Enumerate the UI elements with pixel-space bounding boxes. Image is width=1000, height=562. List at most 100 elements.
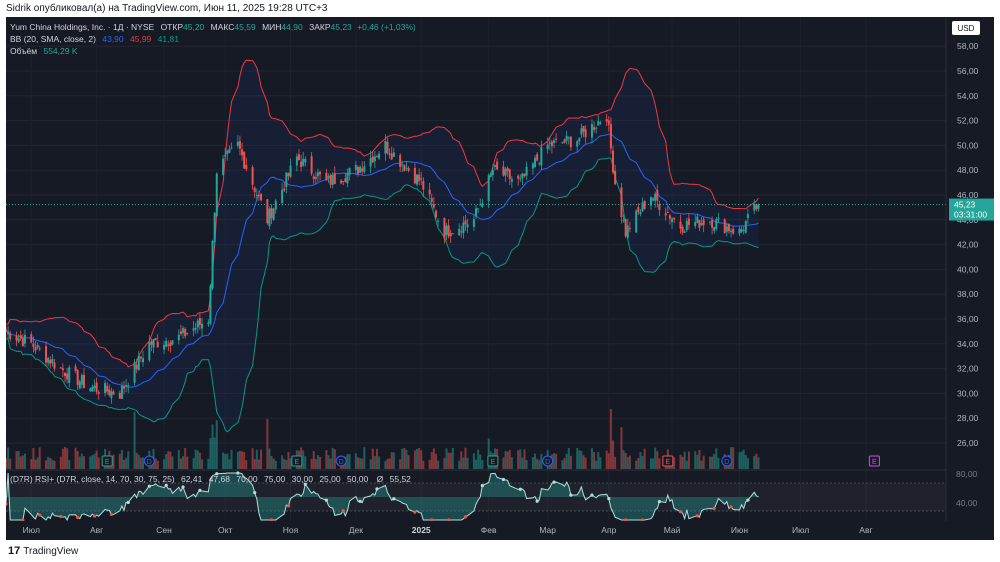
candle-body[interactable] bbox=[626, 225, 629, 238]
candle-body[interactable] bbox=[723, 219, 726, 234]
candle-body[interactable] bbox=[165, 340, 168, 347]
candle-body[interactable] bbox=[462, 222, 465, 234]
candle-body[interactable] bbox=[226, 150, 229, 154]
candle-body[interactable] bbox=[639, 212, 642, 215]
candle-body[interactable] bbox=[679, 221, 682, 229]
candle-body[interactable] bbox=[228, 148, 231, 153]
candle-body[interactable] bbox=[120, 385, 123, 399]
candle-body[interactable] bbox=[369, 157, 372, 167]
candle-body[interactable] bbox=[746, 214, 749, 219]
candle-body[interactable] bbox=[487, 175, 490, 202]
candle-body[interactable] bbox=[536, 154, 539, 161]
candle-body[interactable] bbox=[47, 357, 50, 363]
candle-body[interactable] bbox=[582, 126, 585, 132]
earnings-marker[interactable] bbox=[487, 455, 499, 467]
candle-body[interactable] bbox=[215, 173, 218, 217]
candle-body[interactable] bbox=[673, 217, 676, 220]
candle-body[interactable] bbox=[135, 364, 138, 369]
candle-body[interactable] bbox=[685, 221, 688, 231]
candle-body[interactable] bbox=[595, 127, 598, 129]
candle-body[interactable] bbox=[209, 285, 212, 324]
candle-body[interactable] bbox=[9, 333, 12, 340]
candle-body[interactable] bbox=[622, 219, 625, 221]
price-axis[interactable]: USD 58,0056,0054,0052,0050,0048,0046,004… bbox=[945, 17, 994, 521]
candle-body[interactable] bbox=[23, 335, 26, 344]
candle-body[interactable] bbox=[405, 167, 408, 169]
candle-body[interactable] bbox=[340, 180, 343, 184]
candle-body[interactable] bbox=[167, 344, 170, 346]
candle-body[interactable] bbox=[325, 172, 328, 181]
candle-body[interactable] bbox=[540, 146, 543, 166]
candle-body[interactable] bbox=[186, 332, 189, 334]
candle-body[interactable] bbox=[80, 375, 83, 385]
candle-body[interactable] bbox=[95, 382, 98, 392]
candle-body[interactable] bbox=[274, 200, 277, 210]
earnings-marker[interactable] bbox=[868, 455, 880, 467]
candle-body[interactable] bbox=[361, 168, 364, 172]
candle-body[interactable] bbox=[268, 208, 271, 227]
candle-body[interactable] bbox=[428, 189, 431, 195]
candle-body[interactable] bbox=[569, 136, 572, 148]
candle-body[interactable] bbox=[76, 370, 79, 385]
candle-body[interactable] bbox=[641, 202, 644, 212]
candle-body[interactable] bbox=[272, 208, 275, 220]
candle-body[interactable] bbox=[576, 141, 579, 147]
candle-body[interactable] bbox=[620, 187, 623, 218]
candle-body[interactable] bbox=[61, 368, 64, 371]
candle-body[interactable] bbox=[496, 161, 499, 170]
candle-body[interactable] bbox=[643, 200, 646, 210]
candle-body[interactable] bbox=[285, 172, 288, 187]
candle-body[interactable] bbox=[466, 224, 469, 228]
candle-body[interactable] bbox=[241, 149, 244, 156]
candle-body[interactable] bbox=[384, 141, 387, 154]
candle-body[interactable] bbox=[742, 230, 745, 232]
candle-body[interactable] bbox=[169, 342, 172, 347]
candle-body[interactable] bbox=[266, 199, 269, 224]
candle-body[interactable] bbox=[139, 356, 142, 359]
candle-body[interactable] bbox=[53, 362, 56, 369]
candle-body[interactable] bbox=[451, 233, 454, 235]
candle-body[interactable] bbox=[416, 174, 419, 185]
candle-body[interactable] bbox=[319, 171, 322, 175]
candle-body[interactable] bbox=[521, 173, 524, 179]
candle-body[interactable] bbox=[82, 374, 85, 388]
candle-body[interactable] bbox=[251, 167, 254, 185]
candle-body[interactable] bbox=[445, 225, 448, 235]
candle-body[interactable] bbox=[671, 218, 674, 223]
candle-body[interactable] bbox=[538, 163, 541, 165]
candle-body[interactable] bbox=[664, 213, 667, 216]
currency-badge[interactable] bbox=[952, 21, 980, 35]
candle-body[interactable] bbox=[177, 334, 180, 341]
candle-body[interactable] bbox=[534, 157, 537, 167]
candle-body[interactable] bbox=[517, 175, 520, 179]
candle-body[interactable] bbox=[609, 124, 612, 149]
candle-body[interactable] bbox=[449, 232, 452, 236]
candle-body[interactable] bbox=[698, 220, 701, 228]
candle-body[interactable] bbox=[371, 156, 374, 163]
candle-body[interactable] bbox=[443, 217, 446, 239]
earnings-marker[interactable] bbox=[662, 455, 674, 467]
candle-body[interactable] bbox=[245, 164, 248, 170]
candle-body[interactable] bbox=[222, 158, 225, 175]
dividend-marker[interactable] bbox=[335, 455, 347, 467]
candle-body[interactable] bbox=[333, 173, 336, 184]
candle-body[interactable] bbox=[21, 338, 24, 346]
candle-body[interactable] bbox=[49, 359, 52, 364]
candle-body[interactable] bbox=[310, 156, 313, 174]
candle-body[interactable] bbox=[15, 336, 18, 341]
candle-body[interactable] bbox=[668, 215, 671, 219]
candle-body[interactable] bbox=[732, 228, 735, 234]
candle-body[interactable] bbox=[297, 154, 300, 161]
candle-body[interactable] bbox=[344, 178, 347, 182]
candle-body[interactable] bbox=[281, 189, 284, 203]
candle-body[interactable] bbox=[649, 197, 652, 206]
candle-body[interactable] bbox=[666, 212, 669, 214]
candle-body[interactable] bbox=[740, 229, 743, 232]
candle-body[interactable] bbox=[118, 392, 121, 399]
candle-body[interactable] bbox=[460, 231, 463, 233]
candle-body[interactable] bbox=[5, 329, 7, 332]
candle-body[interactable] bbox=[413, 167, 416, 184]
candle-body[interactable] bbox=[316, 172, 319, 177]
candle-body[interactable] bbox=[211, 240, 214, 289]
candle-body[interactable] bbox=[156, 341, 159, 348]
